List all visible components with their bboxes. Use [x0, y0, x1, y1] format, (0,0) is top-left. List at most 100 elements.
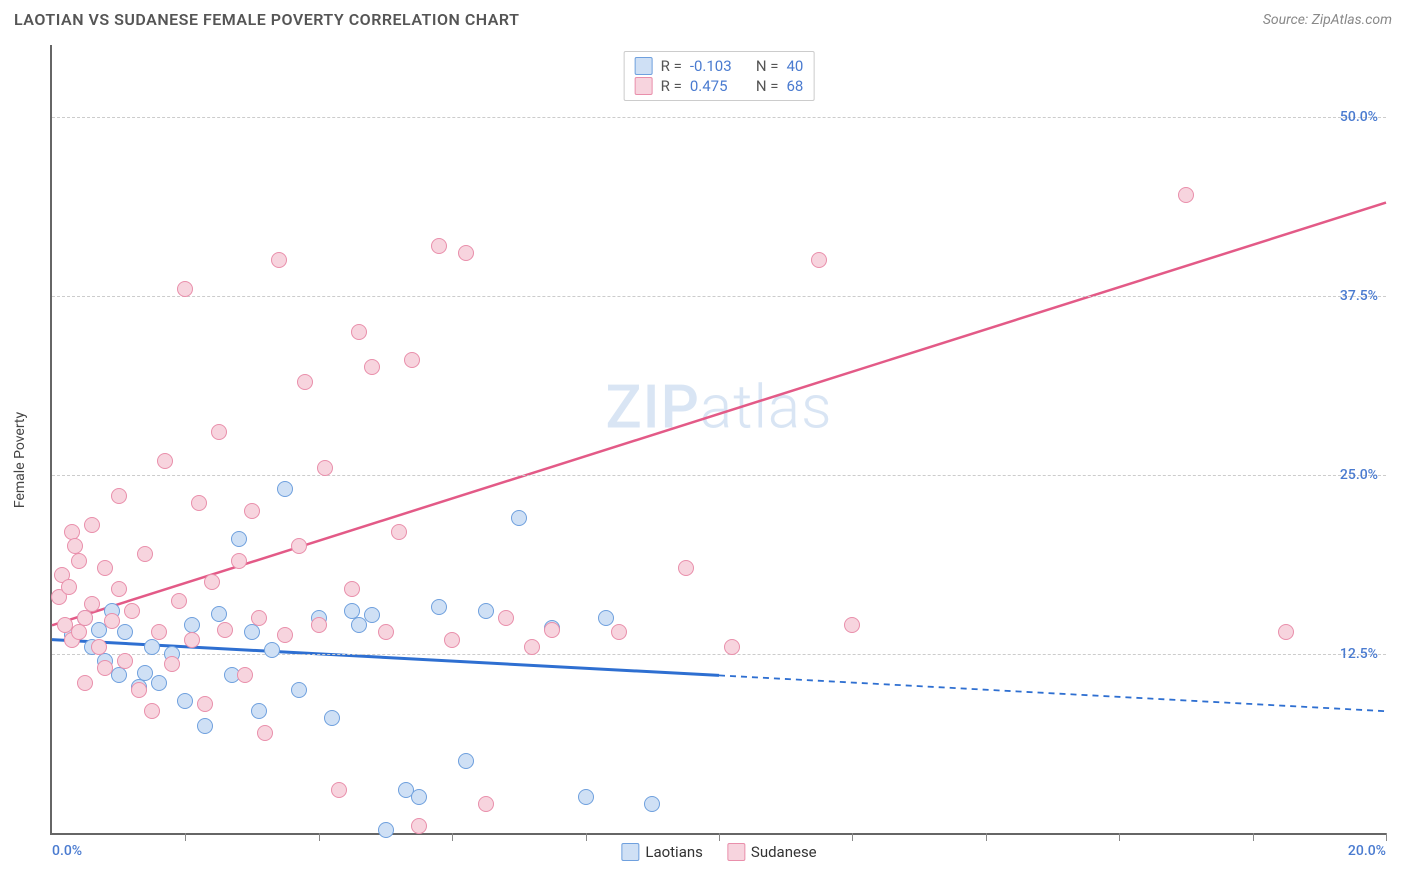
data-point [144, 703, 160, 719]
x-tick [319, 833, 320, 841]
legend-r-label: R = [661, 77, 682, 95]
data-point [84, 517, 100, 533]
data-point [644, 796, 660, 812]
data-point [264, 642, 280, 658]
x-axis-min-label: 0.0% [52, 843, 82, 859]
x-tick [1253, 833, 1254, 841]
data-point [191, 495, 207, 511]
data-point [611, 624, 627, 640]
data-point [297, 374, 313, 390]
gridline-h [52, 117, 1386, 118]
x-tick [852, 833, 853, 841]
data-point [844, 617, 860, 633]
legend-n-value: 68 [786, 77, 803, 95]
data-point [431, 599, 447, 615]
data-point [91, 639, 107, 655]
data-point [197, 696, 213, 712]
legend-n-label: N = [756, 57, 779, 75]
legend-r-value: 0.475 [690, 77, 740, 95]
data-point [244, 503, 260, 519]
data-point [124, 603, 140, 619]
legend-item-sudanese: Sudanese [727, 843, 817, 861]
data-point [84, 596, 100, 612]
swatch-sudanese [635, 77, 653, 95]
data-point [411, 789, 427, 805]
y-tick-label: 37.5% [1340, 288, 1378, 304]
data-point [251, 703, 267, 719]
data-point [77, 675, 93, 691]
chart-title: LAOTIAN VS SUDANESE FEMALE POVERTY CORRE… [14, 10, 519, 29]
x-tick [185, 833, 186, 841]
data-point [344, 581, 360, 597]
data-point [291, 538, 307, 554]
data-point [204, 574, 220, 590]
data-point [251, 610, 267, 626]
data-point [144, 639, 160, 655]
data-point [364, 359, 380, 375]
x-tick [452, 833, 453, 841]
data-point [77, 610, 93, 626]
source-label: Source: ZipAtlas.com [1263, 12, 1392, 28]
legend-n-value: 40 [786, 57, 803, 75]
x-axis-max-label: 20.0% [1348, 843, 1386, 859]
data-point [351, 617, 367, 633]
data-point [1278, 624, 1294, 640]
data-point [231, 553, 247, 569]
data-point [1178, 187, 1194, 203]
x-tick [1119, 833, 1120, 841]
x-tick [1386, 833, 1387, 841]
data-point [277, 481, 293, 497]
legend-label: Laotians [645, 843, 703, 861]
data-point [244, 624, 260, 640]
data-point [524, 639, 540, 655]
swatch-laotians [635, 57, 653, 75]
data-point [111, 581, 127, 597]
data-point [177, 693, 193, 709]
data-point [478, 796, 494, 812]
legend-bottom: Laotians Sudanese [621, 843, 816, 861]
data-point [404, 352, 420, 368]
x-tick [586, 833, 587, 841]
data-point [378, 624, 394, 640]
legend-row-laotians: R = -0.103 N = 40 [635, 56, 804, 76]
data-point [157, 453, 173, 469]
watermark: ZIPatlas [606, 372, 833, 443]
data-point [71, 624, 87, 640]
data-point [578, 789, 594, 805]
data-point [331, 782, 347, 798]
data-point [131, 682, 147, 698]
data-point [498, 610, 514, 626]
data-point [151, 624, 167, 640]
data-point [197, 718, 213, 734]
data-point [458, 753, 474, 769]
data-point [111, 488, 127, 504]
watermark-bold: ZIP [606, 372, 700, 443]
data-point [364, 607, 380, 623]
legend-r-label: R = [661, 57, 682, 75]
data-point [211, 606, 227, 622]
data-point [811, 252, 827, 268]
gridline-h [52, 654, 1386, 655]
data-point [444, 632, 460, 648]
data-point [324, 710, 340, 726]
data-point [291, 682, 307, 698]
y-axis-title: Female Poverty [12, 412, 28, 508]
data-point [391, 524, 407, 540]
data-point [544, 622, 560, 638]
watermark-thin: atlas [700, 372, 833, 443]
chart-container: Female Poverty ZIPatlas R = -0.103 N = 4… [0, 35, 1406, 885]
y-tick-label: 25.0% [1340, 467, 1378, 483]
data-point [311, 617, 327, 633]
swatch-sudanese [727, 843, 745, 861]
data-point [511, 510, 527, 526]
data-point [411, 818, 427, 834]
data-point [117, 624, 133, 640]
legend-n-label: N = [756, 77, 779, 95]
data-point [351, 324, 367, 340]
data-point [164, 656, 180, 672]
trend-line-dashed [719, 675, 1386, 711]
plot-area: ZIPatlas R = -0.103 N = 40 R = 0.475 N =… [50, 45, 1386, 835]
data-point [211, 424, 227, 440]
data-point [117, 653, 133, 669]
data-point [458, 245, 474, 261]
